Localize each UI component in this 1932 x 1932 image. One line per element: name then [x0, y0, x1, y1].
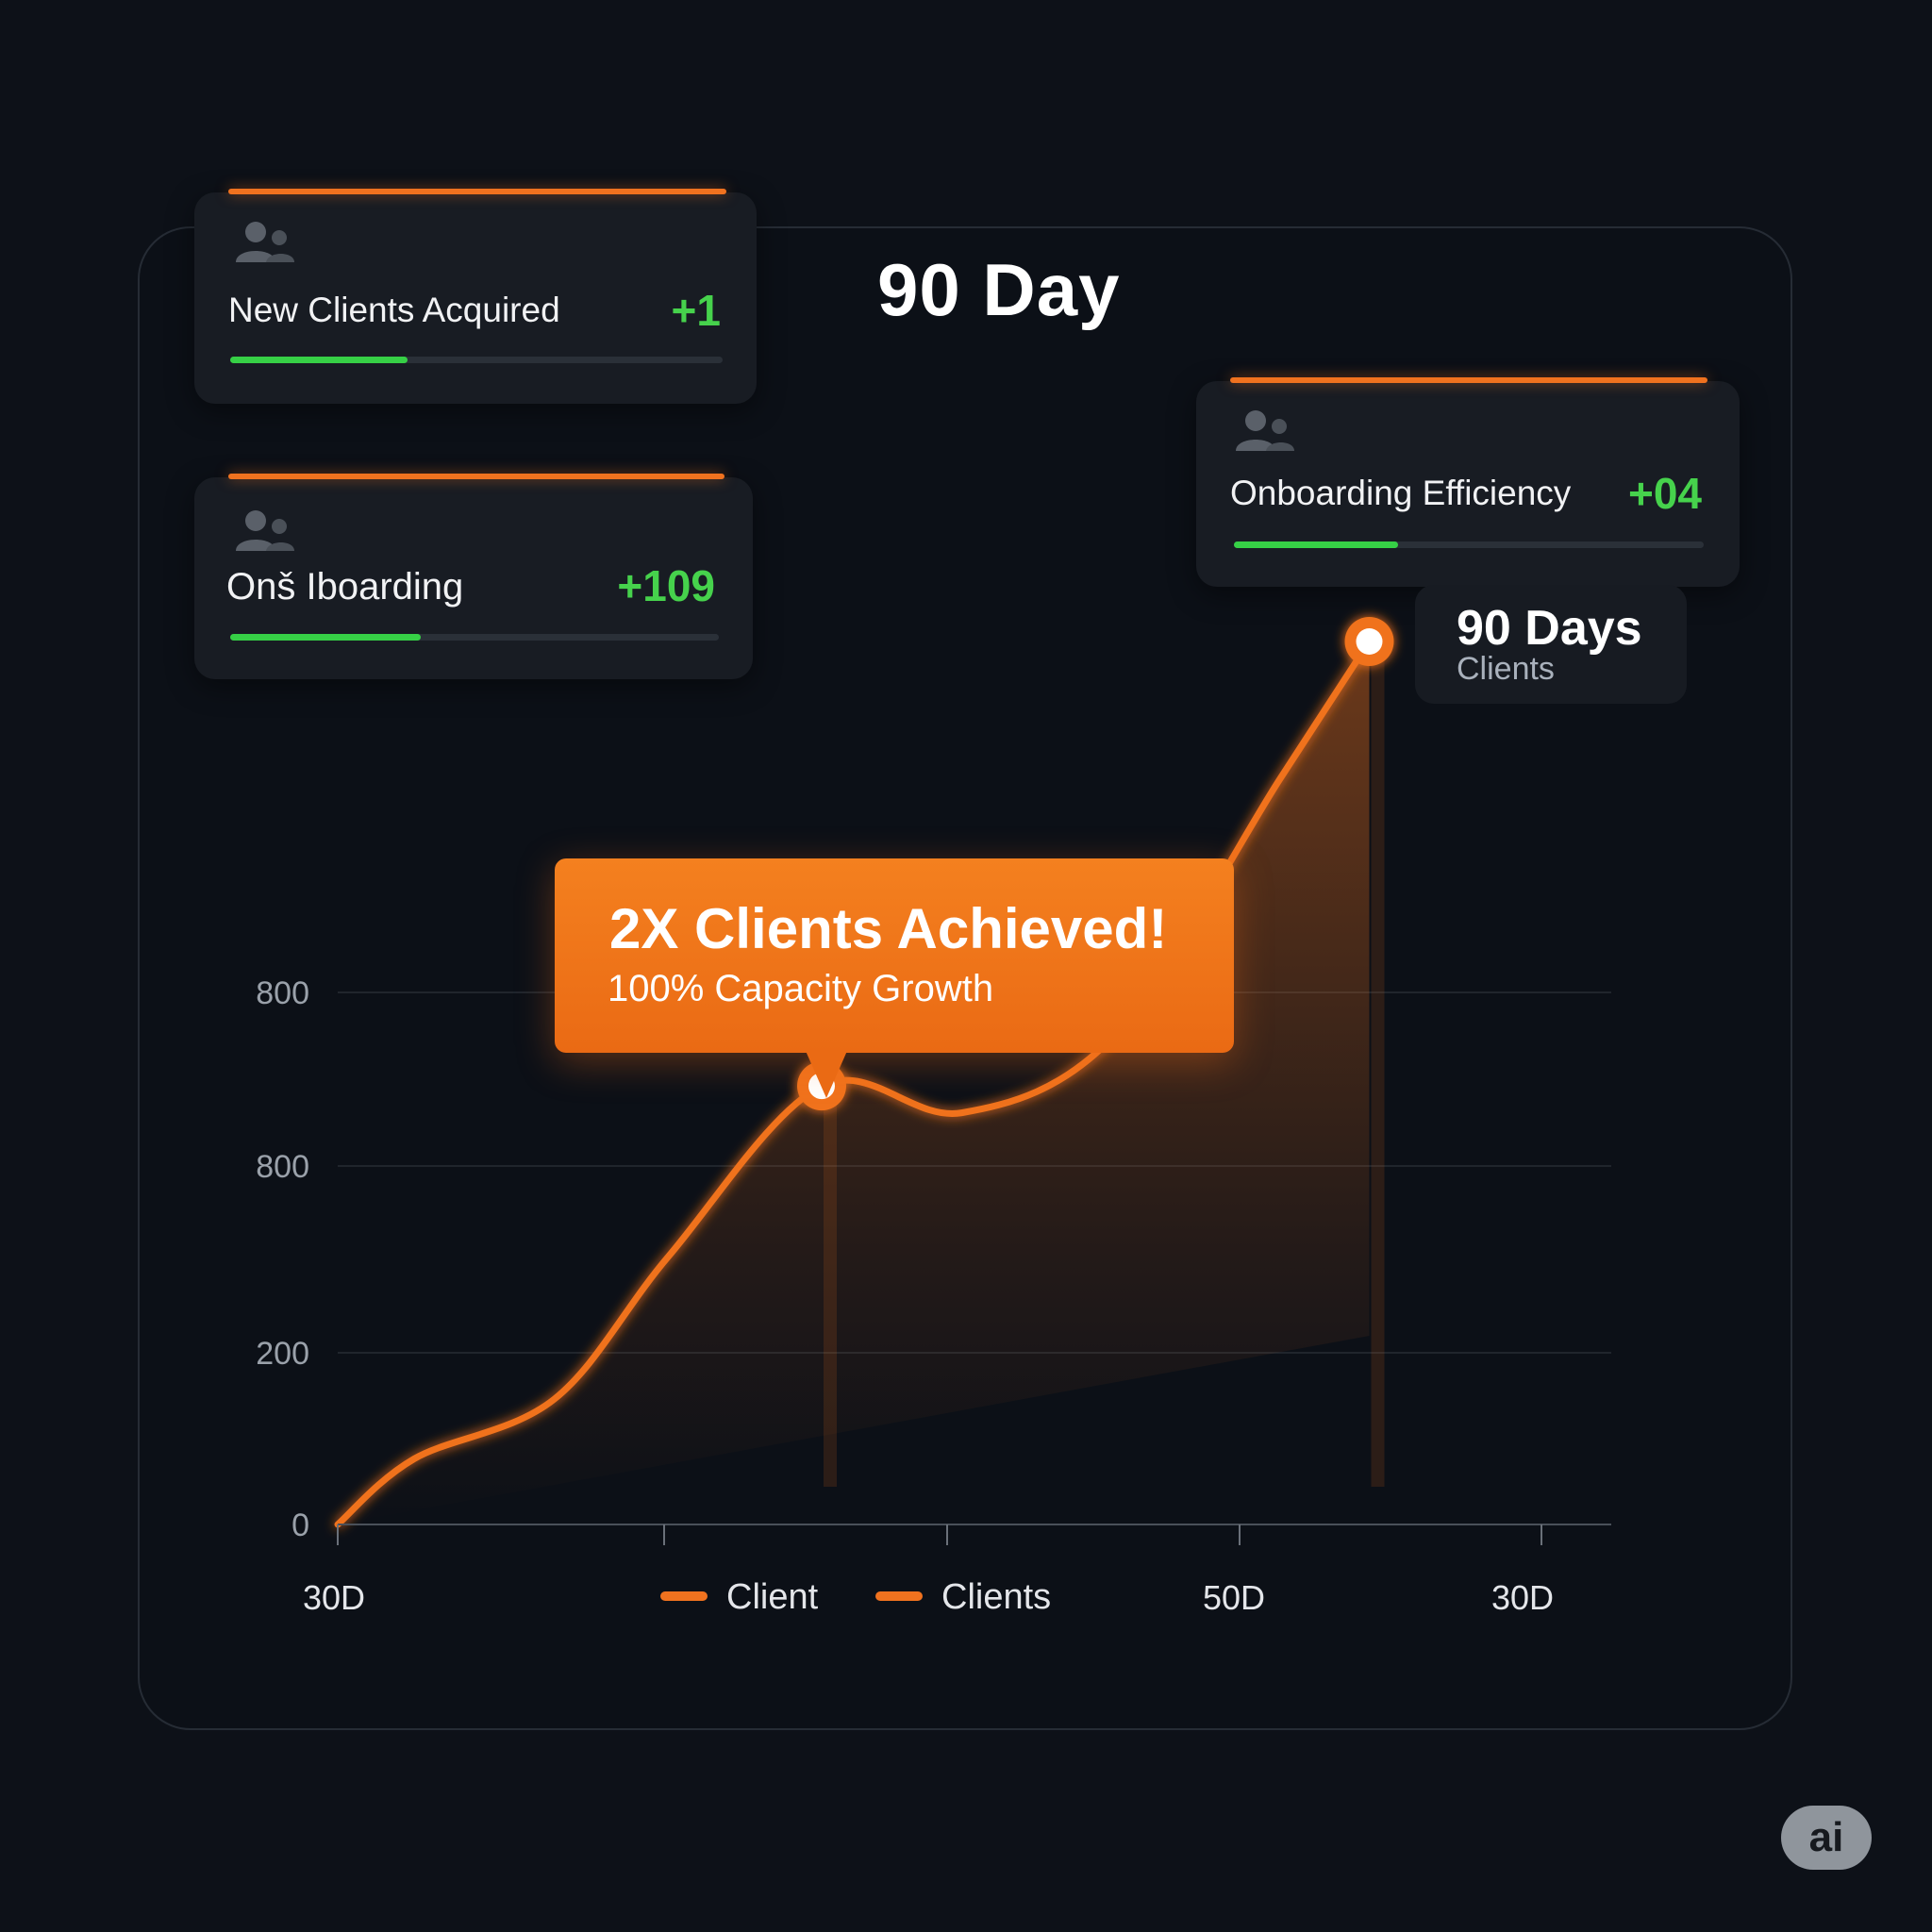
users-icon: [1236, 410, 1294, 451]
users-icon: [236, 510, 294, 551]
card-accent-line: [1230, 377, 1707, 383]
achievement-callout: 2X Clients Achieved! 100% Capacity Growt…: [555, 858, 1234, 1098]
page-title: 90 Day: [877, 248, 1121, 331]
card-delta: +1: [671, 286, 721, 335]
x-tick-label: 50D: [1203, 1578, 1265, 1617]
kpi-card-onboarding-efficiency[interactable]: Onboarding Efficiency +04: [1196, 377, 1740, 587]
peak-subtitle: Clients: [1457, 651, 1555, 687]
y-tick-label: 200: [256, 1336, 309, 1372]
x-tick-label: 30D: [303, 1578, 365, 1617]
card-delta: +04: [1627, 469, 1702, 518]
ai-badge[interactable]: ai: [1781, 1806, 1872, 1870]
peak-title: 90 Days: [1457, 601, 1642, 656]
card-delta: +109: [617, 561, 715, 610]
progress-track: [230, 634, 719, 641]
card-accent-line: [228, 189, 726, 194]
progress-fill: [1234, 541, 1399, 548]
card-label: Onš Iboarding: [226, 566, 464, 608]
y-tick-label: 800: [256, 975, 309, 1011]
legend-swatch: [875, 1591, 923, 1601]
progress-track: [1234, 541, 1704, 548]
y-tick-label: 800: [256, 1149, 309, 1185]
kpi-card-new-clients[interactable]: New Clients Acquired +1: [194, 189, 757, 404]
legend-swatch: [660, 1591, 708, 1601]
legend-label: Client: [726, 1577, 819, 1617]
marker-dropline: [824, 1086, 837, 1487]
x-tick-label: 30D: [1491, 1578, 1554, 1617]
marker-dropline: [1371, 641, 1385, 1487]
callout-pointer: [806, 1051, 847, 1098]
data-point-center: [1356, 628, 1383, 655]
peak-label-card: 90 Days Clients: [1415, 585, 1687, 704]
y-tick-label: 0: [291, 1507, 309, 1543]
card-label: New Clients Acquired: [228, 291, 560, 329]
progress-fill: [230, 634, 422, 641]
card-label: Onboarding Efficiency: [1230, 474, 1572, 512]
progress-fill: [230, 357, 408, 363]
card-accent-line: [228, 474, 724, 479]
users-icon: [236, 222, 294, 262]
progress-track: [230, 357, 723, 363]
legend-label: Clients: [941, 1577, 1051, 1617]
kpi-card-onboarding[interactable]: Onš Iboarding +109: [194, 474, 753, 679]
callout-title: 2X Clients Achieved!: [609, 897, 1168, 960]
callout-subtitle: 100% Capacity Growth: [608, 968, 994, 1009]
